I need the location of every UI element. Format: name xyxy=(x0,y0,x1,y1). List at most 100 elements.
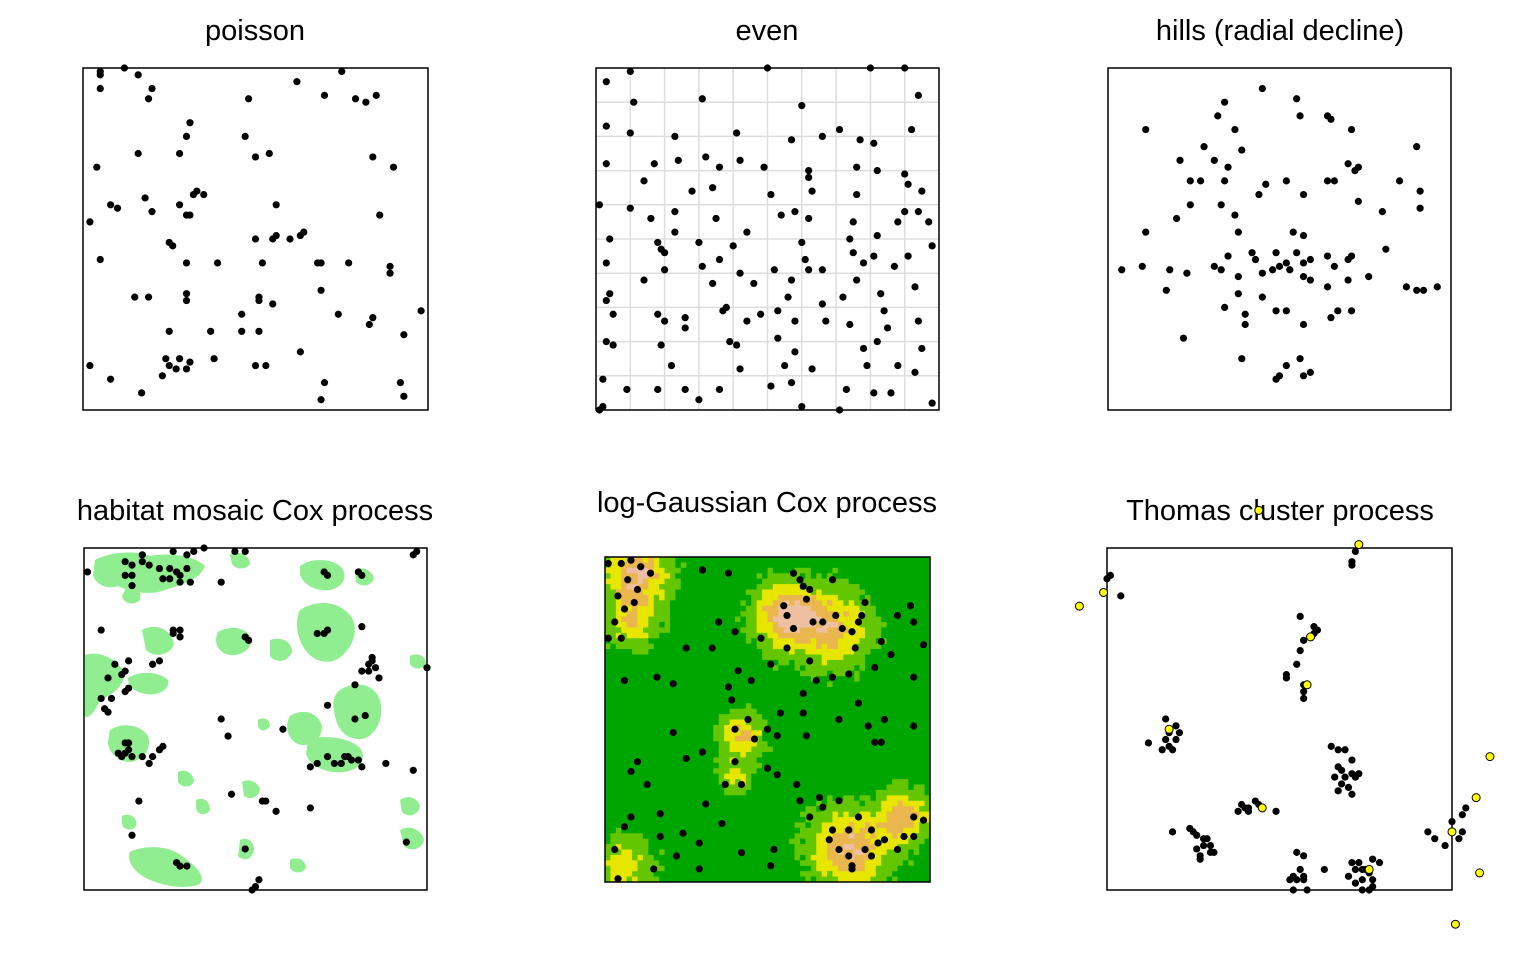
heatmap-cell xyxy=(632,806,639,813)
heatmap-cell xyxy=(626,616,633,623)
heatmap-cell xyxy=(610,589,617,596)
heatmap-cell xyxy=(632,871,639,878)
data-point xyxy=(113,204,122,212)
heatmap-cell xyxy=(794,806,801,813)
heatmap-cell xyxy=(605,714,612,721)
heatmap-cell xyxy=(816,703,823,710)
heatmap-cell xyxy=(767,849,774,856)
heatmap-cell xyxy=(713,659,720,666)
heatmap-cell xyxy=(762,670,769,677)
data-point xyxy=(894,218,902,226)
heatmap-cell xyxy=(902,811,909,818)
heatmap-cell xyxy=(805,578,812,585)
heatmap-cell xyxy=(897,741,904,748)
heatmap-cell xyxy=(659,800,666,807)
heatmap-cell xyxy=(659,659,666,666)
heatmap-cell xyxy=(827,627,834,634)
heatmap-cell xyxy=(800,649,807,656)
heatmap-cell xyxy=(745,784,752,791)
heatmap-cell xyxy=(772,594,779,601)
heatmap-cell xyxy=(854,714,861,721)
heatmap-cell xyxy=(615,784,622,791)
data-point xyxy=(358,763,366,771)
heatmap-cell xyxy=(713,627,720,634)
data-point xyxy=(97,626,105,634)
heatmap-cell xyxy=(697,735,704,742)
data-point xyxy=(791,317,799,325)
heatmap-cell xyxy=(615,752,622,759)
data-point xyxy=(671,208,679,216)
heatmap-cell xyxy=(686,746,693,753)
heatmap-cell xyxy=(724,638,731,645)
heatmap-cell xyxy=(854,849,861,856)
heatmap-cell xyxy=(762,860,769,867)
points-hills xyxy=(1118,84,1441,383)
heatmap-cell xyxy=(691,779,698,786)
heatmap-cell xyxy=(713,822,720,829)
heatmap-cell xyxy=(865,589,872,596)
heatmap-cell xyxy=(902,665,909,672)
heatmap-cell xyxy=(902,703,909,710)
heatmap-cell xyxy=(832,876,839,882)
heatmap-cell xyxy=(642,627,649,634)
heatmap-cell xyxy=(843,741,850,748)
data-point xyxy=(1347,125,1356,134)
heatmap-cell xyxy=(648,578,655,585)
heatmap-cell xyxy=(648,789,655,796)
heatmap-cell xyxy=(789,724,796,731)
heatmap-cell xyxy=(854,746,861,753)
heatmap-cell xyxy=(897,779,904,786)
heatmap-cell xyxy=(767,741,774,748)
heatmap-cell xyxy=(642,649,649,656)
heatmap-cell xyxy=(670,697,677,704)
heatmap-cell xyxy=(605,838,612,845)
heatmap-cell xyxy=(821,849,828,856)
heatmap-cell xyxy=(762,876,769,882)
heatmap-cell xyxy=(653,649,660,656)
heatmap-cell xyxy=(821,611,828,618)
heatmap-cell xyxy=(870,627,877,634)
heatmap-cell xyxy=(892,627,899,634)
heatmap-cell xyxy=(886,789,893,796)
data-point xyxy=(731,758,739,766)
heatmap-cell xyxy=(881,779,888,786)
heatmap-cell xyxy=(778,784,785,791)
heatmap-cell xyxy=(848,822,855,829)
heatmap-cell xyxy=(691,822,698,829)
heatmap-cell xyxy=(707,719,714,726)
heatmap-cell xyxy=(924,806,930,813)
heatmap-cell xyxy=(810,865,817,872)
heatmap-cell xyxy=(848,730,855,737)
data-point xyxy=(890,262,899,270)
heatmap-cell xyxy=(892,811,899,818)
heatmap-cell xyxy=(632,724,639,731)
heatmap-cell xyxy=(865,806,872,813)
data-point xyxy=(323,753,332,761)
heatmap-cell xyxy=(735,779,742,786)
heatmap-cell xyxy=(913,594,920,601)
heatmap-cell xyxy=(675,638,682,645)
heatmap-cell xyxy=(610,865,617,872)
heatmap-cell xyxy=(702,573,709,580)
heatmap-cell xyxy=(653,762,660,769)
heatmap-cell xyxy=(632,784,639,791)
data-point xyxy=(1338,766,1346,774)
heatmap-cell xyxy=(605,578,612,585)
heatmap-cell xyxy=(729,557,736,564)
heatmap-cell xyxy=(854,605,861,612)
heatmap-cell xyxy=(707,594,714,601)
data-point xyxy=(901,64,909,72)
heatmap-cell xyxy=(724,589,731,596)
heatmap-cell xyxy=(626,627,633,634)
heatmap-cell xyxy=(767,811,774,818)
data-point xyxy=(595,201,604,209)
heatmap-cell xyxy=(642,789,649,796)
heatmap-cell xyxy=(653,703,660,710)
heatmap-cell xyxy=(664,573,671,580)
heatmap-cell xyxy=(767,762,774,769)
heatmap-cell xyxy=(783,800,790,807)
heatmap-cell xyxy=(810,741,817,748)
heatmap-cell xyxy=(789,594,796,601)
heatmap-cell xyxy=(659,746,666,753)
heatmap-cell xyxy=(924,735,930,742)
